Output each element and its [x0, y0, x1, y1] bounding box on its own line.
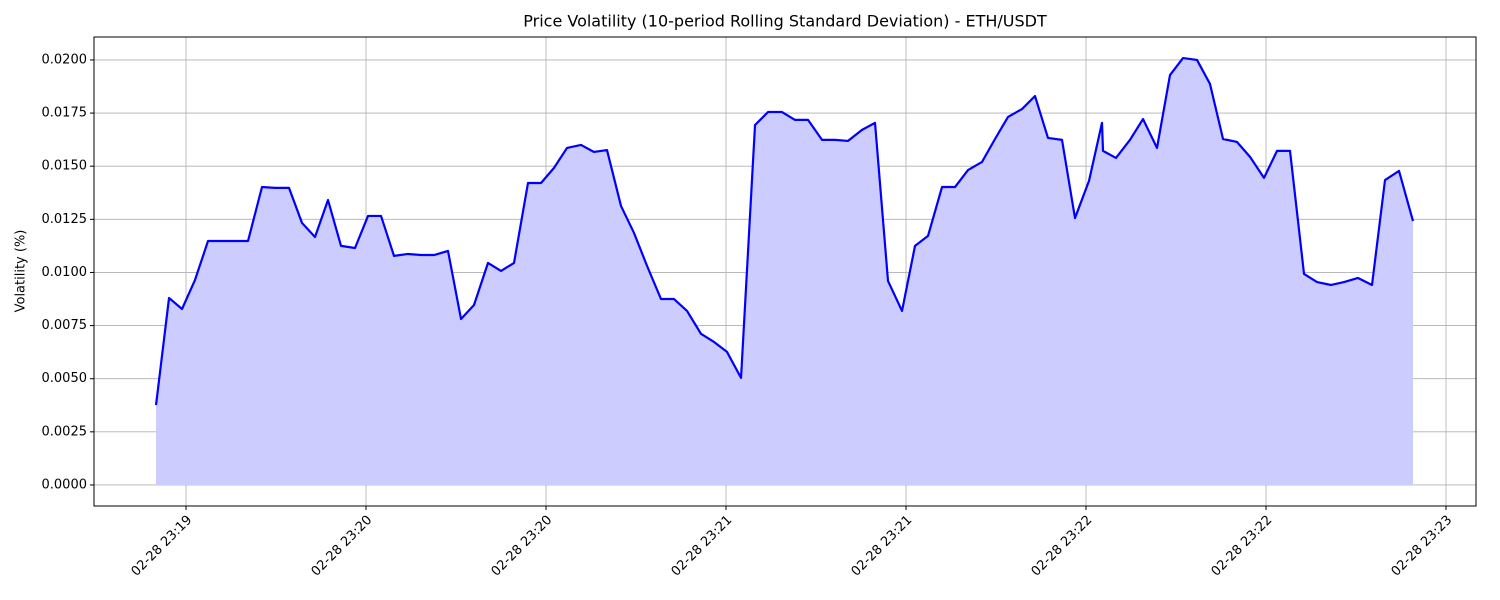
y-tick-label: 0.0075 — [42, 318, 88, 333]
x-tick-label: 02-28 23:20 — [309, 513, 376, 580]
line — [154, 56, 1415, 406]
x-tick-label: 02-28 23:23 — [1389, 513, 1456, 580]
y-tick-label: 0.0200 — [42, 52, 88, 67]
chart-title: Price Volatility (10-period Rolling Stan… — [523, 12, 1047, 31]
y-tick-label: 0.0175 — [42, 106, 88, 121]
x-tick-label: 02-28 23:21 — [669, 513, 736, 580]
y-axis-label: Volatility (%) — [14, 230, 29, 313]
x-tick-label: 02-28 23:20 — [489, 513, 556, 580]
y-tick-label: 0.0100 — [42, 265, 88, 280]
x-tick-label: 02-28 23:19 — [129, 513, 196, 580]
area-fill — [156, 58, 1413, 485]
x-tick-label: 02-28 23:22 — [1029, 513, 1096, 580]
y-tick-label: 0.0000 — [42, 477, 88, 492]
y-tick-label: 0.0125 — [42, 212, 88, 227]
y-tick-label: 0.0150 — [42, 159, 88, 174]
y-tick-label: 0.0050 — [42, 371, 88, 386]
y-tick-label: 0.0025 — [42, 424, 88, 439]
x-tick-label: 02-28 23:21 — [849, 513, 916, 580]
plot-frame — [93, 36, 1477, 507]
x-tick-label: 02-28 23:22 — [1209, 513, 1276, 580]
